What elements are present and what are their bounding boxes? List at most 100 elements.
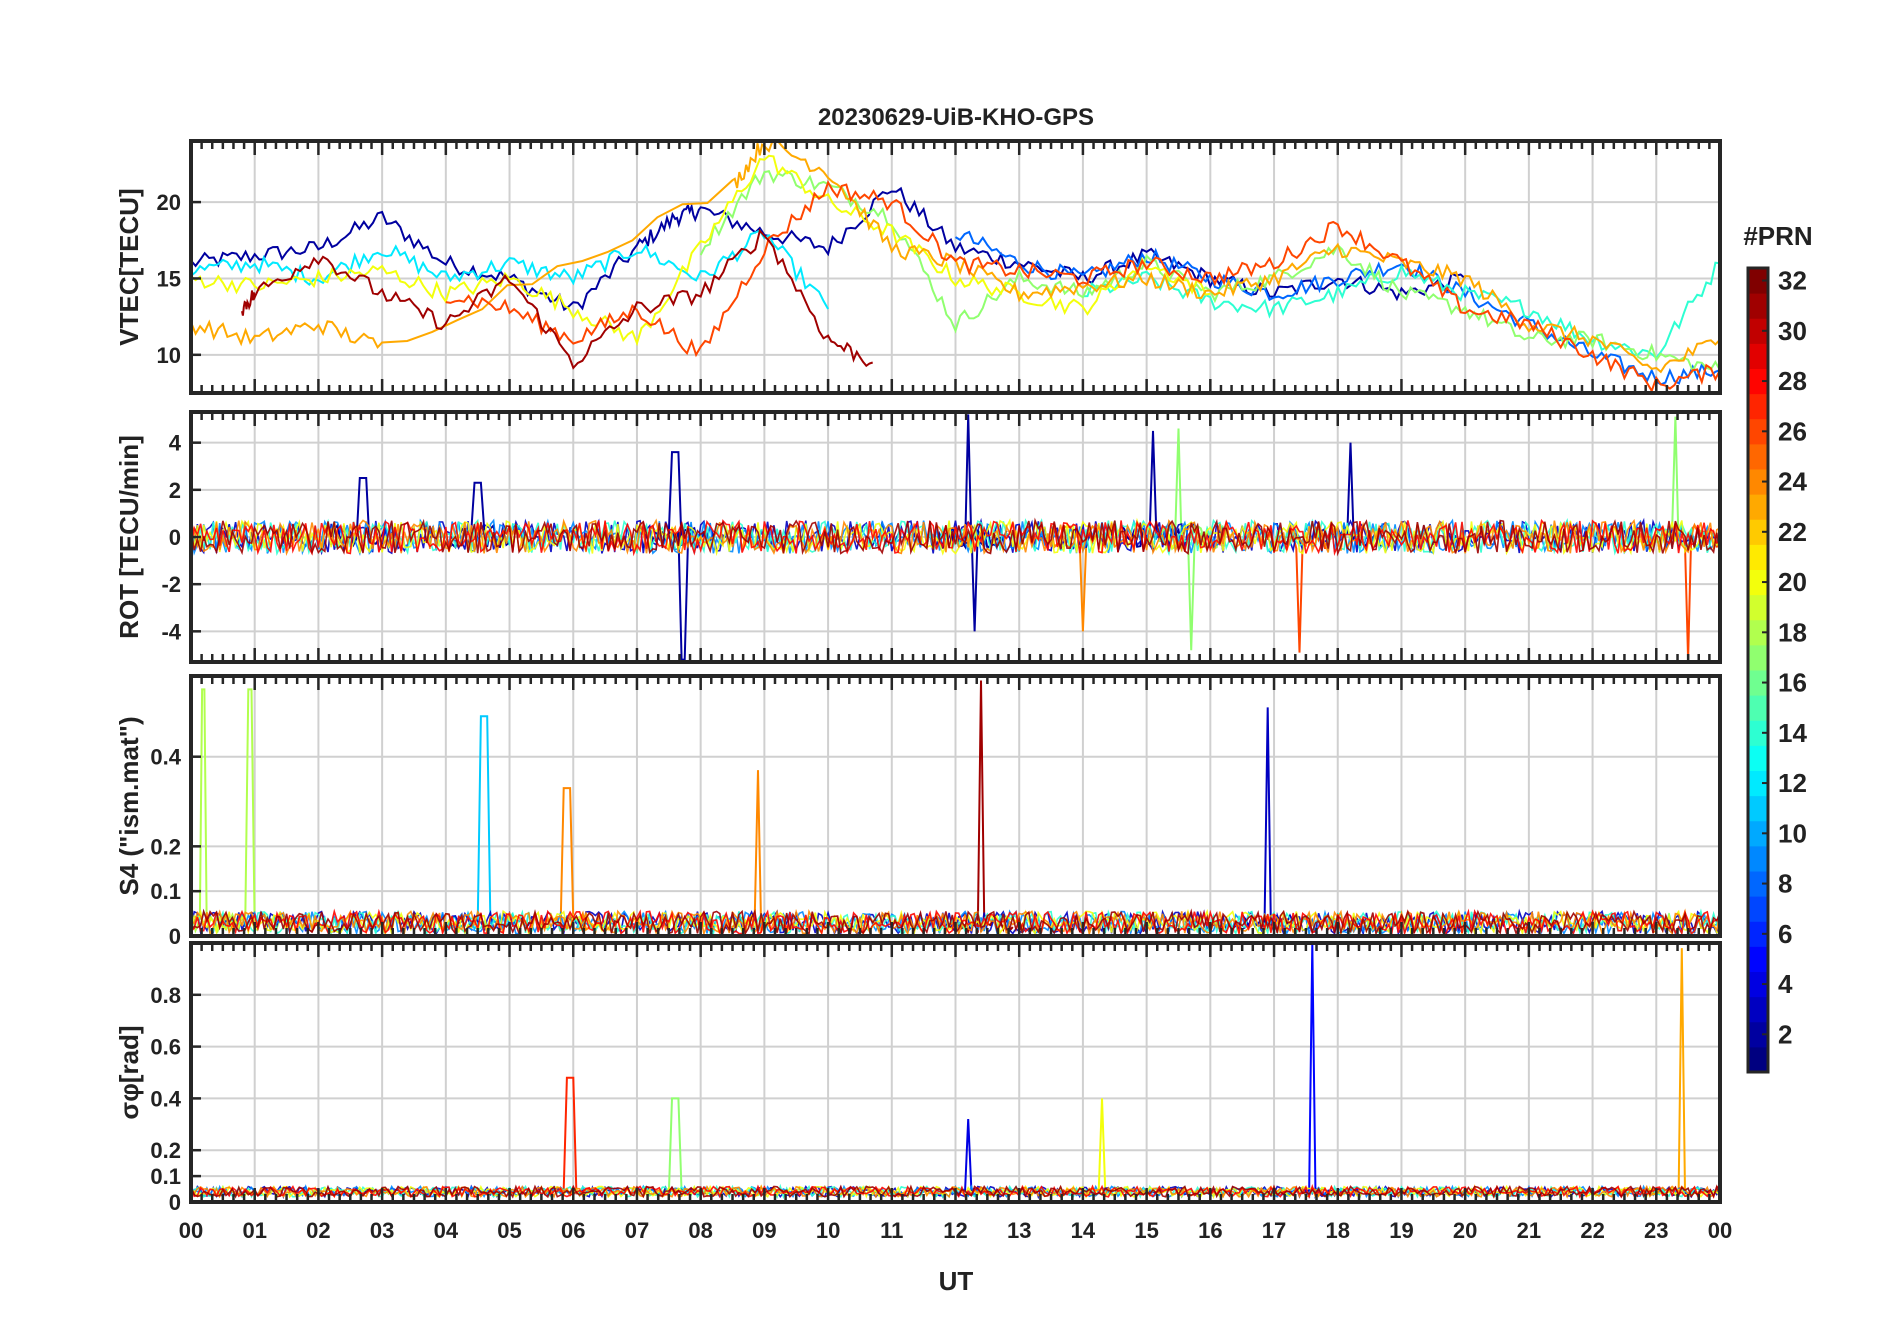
colorbar-tick-label: 8 [1778,869,1792,899]
colorbar-segment [1748,569,1768,596]
colorbar-segment [1748,368,1768,395]
x-tick-label: 15 [1134,1218,1158,1243]
y-tick-label: 0.1 [150,1164,181,1189]
colorbar-segment [1748,795,1768,822]
colorbar-segment [1748,670,1768,696]
colorbar-segment [1748,268,1768,294]
y-tick-label: 10 [157,343,181,368]
colorbar-segment [1748,1046,1768,1073]
x-tick-label: 04 [434,1218,459,1243]
x-tick-label: 07 [625,1218,649,1243]
x-tick-label: 22 [1580,1218,1604,1243]
colorbar-segment [1748,343,1768,369]
colorbar-segment [1748,619,1768,646]
x-tick-label: 19 [1389,1218,1413,1243]
colorbar-segment [1748,443,1768,470]
colorbar-segment [1748,644,1768,671]
colorbar-label: #PRN [1743,221,1812,251]
colorbar-tick-label: 6 [1778,919,1792,949]
x-tick-label: 10 [816,1218,840,1243]
colorbar-segment [1748,971,1768,998]
series-line-prn-2 [330,414,1383,661]
y-tick-label: -2 [161,572,181,597]
colorbar-tick-label: 16 [1778,668,1807,698]
colorbar-segment [1748,494,1768,520]
colorbar-segment [1748,418,1768,445]
colorbar-tick-label: 22 [1778,517,1807,547]
colorbar-tick-label: 20 [1778,567,1807,597]
colorbar-frame [1746,266,1770,1074]
panel-rot: -4 -2 0 2 4 ROT [TECU/min] [114,410,1722,664]
x-tick-label: 06 [561,1218,585,1243]
x-tick-label: 11 [880,1218,903,1243]
y-tick-label: 0.4 [150,745,181,770]
colorbar-segment [1748,820,1768,847]
colorbar-segment [1748,745,1768,771]
x-tick-label: 20 [1453,1218,1477,1243]
colorbar-tick-label: 2 [1778,1019,1792,1049]
x-tick-label: 02 [306,1218,330,1243]
x-tick-label: 23 [1644,1218,1668,1243]
y-tick-label: 20 [157,190,181,215]
colorbar-segment [1748,544,1768,570]
x-tick-label: 00 [1708,1218,1732,1243]
panel-sigma_phi: 00.10.2 0.4 0.6 0.8σφ[rad] 00 01 02 03 04 05 06 07 0… [114,941,1732,1243]
y-tick-label: 0.8 [150,983,181,1008]
chart-title: 20230629-UiB-KHO-GPS [818,104,1094,131]
colorbar-tick-label: 32 [1778,266,1807,296]
y-tick-label: 0.4 [150,1086,181,1111]
colorbar-segment [1748,720,1768,746]
y-tick-label: 0.2 [150,1138,181,1163]
x-tick-label: 13 [1007,1218,1031,1243]
x-tick-label: 05 [497,1218,521,1243]
x-tick-label: 18 [1326,1218,1350,1243]
y-tick-label: 0 [169,924,181,949]
colorbar-segment [1748,393,1768,420]
y-axis-label-vtec: VTEC[TECU] [114,188,144,345]
colorbar-tick-label: 24 [1778,467,1807,497]
y-tick-label: 4 [169,431,182,456]
x-axis-label: UT [939,1266,974,1296]
y-tick-label: 0.6 [150,1035,181,1060]
plot-area-vtec [191,141,1720,393]
colorbar-segment [1748,921,1768,947]
colorbar-segment [1748,845,1768,872]
colorbar-segment [1748,871,1768,897]
colorbar-tick-label: 12 [1778,768,1807,798]
y-tick-label: 0.2 [150,834,181,859]
y-tick-label: 2 [169,478,181,503]
series-line-prn-20 [191,154,1211,347]
x-tick-label: 16 [1198,1218,1222,1243]
x-tick-label: 14 [1071,1218,1096,1243]
colorbar-tick-label: 28 [1778,366,1807,396]
x-tick-label: 03 [370,1218,394,1243]
colorbar-tick-label: 18 [1778,617,1807,647]
y-axis-label-s4: S4 ("ism.mat") [114,716,144,895]
x-tick-label: 09 [752,1218,776,1243]
y-tick-label: -4 [161,619,181,644]
colorbar-segment [1748,1021,1768,1048]
series-line-prn-31 [241,228,873,370]
colorbar-segment [1748,896,1768,922]
y-axis-label-sigma_phi: σφ[rad] [114,1025,144,1119]
colorbar-tick-label: 30 [1778,316,1807,346]
noise-band-prn-31 [191,517,1720,557]
y-tick-label: 0 [169,525,181,550]
x-tick-label: 01 [242,1218,266,1243]
panel-s4: 0 0.1 0.2 0.4S4 ("ism.mat") [114,674,1722,949]
plot-area-rot [191,414,1720,661]
x-tick-label: 08 [688,1218,712,1243]
colorbar-tick-label: 26 [1778,416,1807,446]
y-tick-label: 0.1 [150,879,181,904]
series-line-prn-2 [191,186,1466,312]
y-axis-label-rot: ROT [TECU/min] [114,435,144,639]
colorbar-tick-label: 10 [1778,818,1807,848]
series-line-prn-12 [191,229,829,310]
panel-vtec: 10 15 20 VTEC[TECU] [114,139,1722,395]
colorbar-segment [1748,695,1768,721]
colorbar-segment [1748,318,1768,344]
series-line-prn-23 [191,141,1720,374]
